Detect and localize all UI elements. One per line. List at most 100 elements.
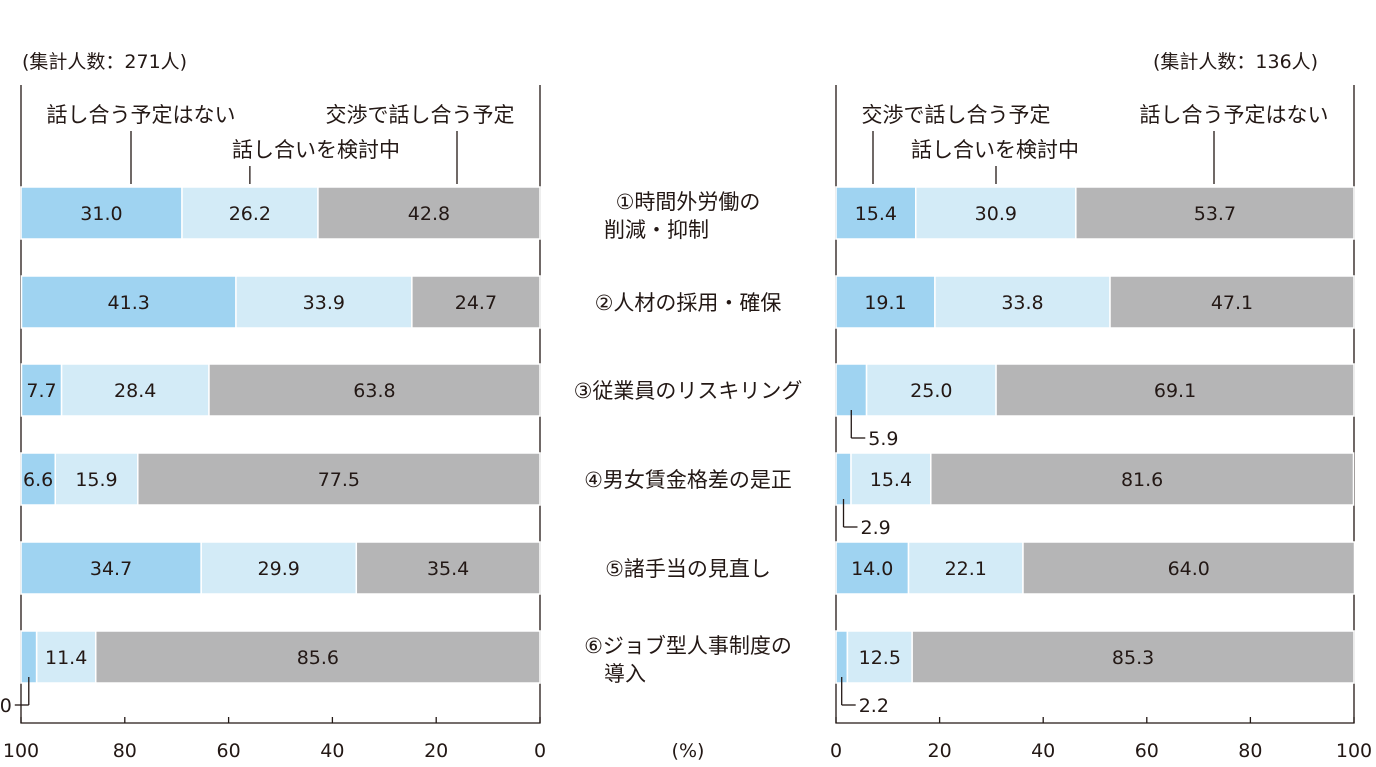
category-label-1-line2: 削減・抑制 <box>604 218 709 242</box>
unit-label: (%) <box>672 740 705 762</box>
mgmt-legend-no-plan: 話し合う予定はない <box>1140 103 1329 127</box>
category-label-4: ④男女賃金格差の是正 <box>584 468 792 492</box>
mgmt-bar-considering-6 <box>846 630 913 684</box>
mgmt-value-label: 2.9 <box>861 517 891 539</box>
mgmt-legend-plan: 交渉で話し合う予定 <box>862 103 1051 127</box>
labor-value-label: 24.7 <box>455 292 497 314</box>
mgmt-tick-label: 100 <box>1336 740 1372 762</box>
labor-bar-considering-5 <box>200 541 358 595</box>
labor-value-label: 41.3 <box>108 292 150 314</box>
labor-bar-considering-2 <box>235 275 413 329</box>
labor-bar-plan-4 <box>20 452 57 506</box>
mgmt-value-label: 5.9 <box>868 428 898 450</box>
mgmt-tick-label: 20 <box>928 740 952 762</box>
mgmt-bar-considering-2 <box>934 275 1111 329</box>
mgmt-bar-no_plan-2 <box>1109 275 1355 329</box>
mgmt-value-label: 19.1 <box>864 292 906 314</box>
category-label-1: ①時間外労働の <box>616 190 761 214</box>
mgmt-bar-considering-4 <box>850 452 932 506</box>
mgmt-bar-no_plan-6 <box>911 630 1355 684</box>
labor-value-label: 6.6 <box>23 469 53 491</box>
mgmt-bar-plan-6 <box>835 630 849 684</box>
labor-sample-count: (集計人数：271人) <box>22 51 188 73</box>
mgmt-value-label: 30.9 <box>975 203 1017 225</box>
labor-legend-no-plan: 話し合う予定はない <box>47 103 236 127</box>
labor-bar-no_plan-6 <box>94 630 541 684</box>
labor-bar-no_plan-2 <box>411 275 541 329</box>
mgmt-bar-plan-5 <box>835 541 910 595</box>
mgmt-value-label: 85.3 <box>1112 647 1154 669</box>
labor-value-label: 29.9 <box>258 558 300 580</box>
labor-legend-considering: 話し合いを検討中 <box>232 138 400 162</box>
labor-value-label: 34.7 <box>90 558 132 580</box>
labor-value-label: 3.0 <box>0 695 12 717</box>
category-label-3: ③従業員のリスキリング <box>574 379 803 403</box>
labor-value-label: 15.9 <box>75 469 117 491</box>
mgmt-value-label: 81.6 <box>1121 469 1163 491</box>
labor-tick-label: 60 <box>217 740 241 762</box>
labor-side-badge: 労働側 <box>35 10 104 36</box>
labor-value-label: 7.7 <box>26 380 56 402</box>
mgmt-tick-label: 80 <box>1238 740 1262 762</box>
labor-value-label: 85.6 <box>297 647 339 669</box>
labor-bar-no_plan-4 <box>137 452 541 506</box>
labor-bar-plan-1 <box>20 186 183 240</box>
labor-tick-label: 40 <box>320 740 344 762</box>
mgmt-bar-considering-5 <box>907 541 1024 595</box>
mgmt-value-label: 25.0 <box>910 380 952 402</box>
mgmt-bar-no_plan-1 <box>1075 186 1355 240</box>
labor-bar-no_plan-1 <box>317 186 541 240</box>
mgmt-bar-plan-1 <box>835 186 917 240</box>
mgmt-value-label: 53.7 <box>1194 203 1236 225</box>
labor-tick-label: 100 <box>3 740 39 762</box>
mgmt-bar-plan-3 <box>835 363 868 417</box>
mgmt-value-label: 69.1 <box>1154 380 1196 402</box>
labor-value-label: 42.8 <box>408 203 450 225</box>
labor-bar-no_plan-3 <box>208 363 541 417</box>
labor-value-label: 26.2 <box>229 203 271 225</box>
mgmt-bar-plan-2 <box>835 275 936 329</box>
mgmt-tick-label: 60 <box>1135 740 1159 762</box>
labor-bar-plan-5 <box>20 541 202 595</box>
mgmt-tick-label: 40 <box>1031 740 1055 762</box>
labor-bar-considering-1 <box>181 186 319 240</box>
labor-tick-label: 0 <box>534 740 546 762</box>
labor-bar-plan-3 <box>20 363 63 417</box>
labor-value-label: 28.4 <box>114 380 156 402</box>
labor-value-label: 11.4 <box>45 647 87 669</box>
mgmt-bar-considering-1 <box>915 186 1077 240</box>
category-label-2: ②人材の採用・確保 <box>595 291 782 315</box>
mgmt-tick-label: 0 <box>830 740 842 762</box>
mgmt-legend-considering: 話し合いを検討中 <box>911 138 1079 162</box>
mgmt-value-label: 2.2 <box>859 695 889 717</box>
category-label-5: ⑤諸手当の見直し <box>605 557 771 581</box>
mgmt-value-label: 22.1 <box>945 558 987 580</box>
mgmt-bar-considering-3 <box>865 363 997 417</box>
mgmt-sample-count: (集計人数：136人) <box>1153 51 1319 73</box>
labor-bar-considering-3 <box>60 363 210 417</box>
mgmt-bar-no_plan-4 <box>930 452 1355 506</box>
mgmt-value-label: 47.1 <box>1211 292 1253 314</box>
labor-tick-label: 20 <box>424 740 448 762</box>
labor-tick-label: 80 <box>113 740 137 762</box>
labor-bar-plan-2 <box>20 275 237 329</box>
labor-value-label: 35.4 <box>427 558 469 580</box>
labor-legend-plan: 交渉で話し合う予定 <box>326 103 515 127</box>
mgmt-value-label: 33.8 <box>1001 292 1043 314</box>
category-label-6: ⑥ジョブ型人事制度の <box>584 634 792 658</box>
labor-bar-no_plan-5 <box>355 541 541 595</box>
labor-value-label: 33.9 <box>303 292 345 314</box>
mgmt-value-label: 12.5 <box>859 647 901 669</box>
labor-value-label: 77.5 <box>318 469 360 491</box>
labor-bar-considering-4 <box>54 452 139 506</box>
labor-bar-plan-6 <box>20 630 38 684</box>
mgmt-side-badge: 経営側 <box>1258 10 1327 36</box>
category-label-6-line2: 導入 <box>604 662 646 686</box>
mgmt-value-label: 15.4 <box>855 203 897 225</box>
labor-value-label: 63.8 <box>353 380 395 402</box>
mgmt-bar-no_plan-5 <box>1022 541 1356 595</box>
mgmt-value-label: 15.4 <box>870 469 912 491</box>
mgmt-bar-plan-4 <box>835 452 852 506</box>
mgmt-value-label: 14.0 <box>851 558 893 580</box>
